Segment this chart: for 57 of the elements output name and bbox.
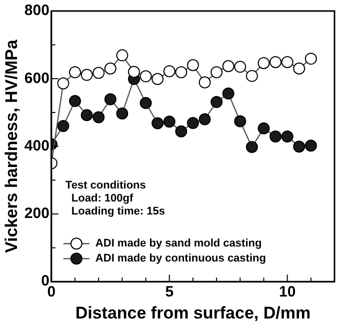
annotation: Load: 100gf bbox=[71, 192, 134, 205]
point bbox=[258, 122, 270, 134]
point bbox=[104, 62, 116, 75]
point bbox=[198, 76, 211, 88]
point bbox=[246, 140, 258, 153]
point bbox=[163, 116, 176, 128]
point bbox=[152, 117, 164, 130]
y-tick-label: 0 bbox=[41, 272, 50, 290]
point bbox=[234, 115, 246, 128]
y-axis-title: Vickers hardness, HV/MPa bbox=[2, 39, 21, 253]
point bbox=[80, 68, 93, 81]
point bbox=[128, 66, 140, 78]
point bbox=[258, 57, 270, 70]
point bbox=[210, 66, 223, 78]
y-tick-label: 200 bbox=[24, 205, 50, 222]
point bbox=[186, 59, 199, 72]
point bbox=[92, 111, 105, 124]
point bbox=[186, 116, 199, 129]
legend-label: ADI made by continuous casting bbox=[95, 252, 266, 265]
point bbox=[140, 70, 152, 82]
point bbox=[210, 96, 223, 108]
point bbox=[140, 97, 152, 110]
point bbox=[293, 140, 306, 153]
x-tick-label: 5 bbox=[165, 284, 174, 301]
point bbox=[222, 88, 234, 100]
point bbox=[304, 140, 317, 152]
point bbox=[116, 107, 128, 120]
point bbox=[163, 65, 176, 78]
annotation: Test conditions bbox=[65, 180, 146, 192]
point bbox=[69, 94, 82, 107]
point bbox=[270, 130, 282, 142]
y-tick-label: 800 bbox=[24, 2, 50, 20]
point bbox=[69, 66, 82, 78]
x-axis-title: Distance from surface, D/mm bbox=[75, 303, 311, 322]
point bbox=[234, 60, 246, 73]
y-tick-label: 400 bbox=[24, 137, 50, 154]
point bbox=[80, 109, 93, 122]
point bbox=[293, 62, 306, 75]
point bbox=[175, 125, 188, 138]
point bbox=[57, 77, 70, 90]
point bbox=[246, 70, 258, 82]
point bbox=[92, 66, 105, 79]
x-tick-label: 10 bbox=[278, 284, 296, 301]
point bbox=[222, 60, 234, 72]
point bbox=[152, 72, 164, 85]
point bbox=[57, 120, 70, 132]
point bbox=[270, 56, 282, 68]
point bbox=[304, 52, 317, 65]
y-tick-label: 600 bbox=[24, 70, 50, 87]
point bbox=[175, 66, 188, 78]
point bbox=[116, 49, 128, 62]
annotation: Loading time: 15s bbox=[71, 206, 165, 218]
point bbox=[281, 56, 294, 68]
legend-label: ADI made by sand mold casting bbox=[95, 238, 262, 250]
point bbox=[104, 93, 116, 106]
point bbox=[198, 113, 211, 126]
point bbox=[281, 130, 294, 142]
